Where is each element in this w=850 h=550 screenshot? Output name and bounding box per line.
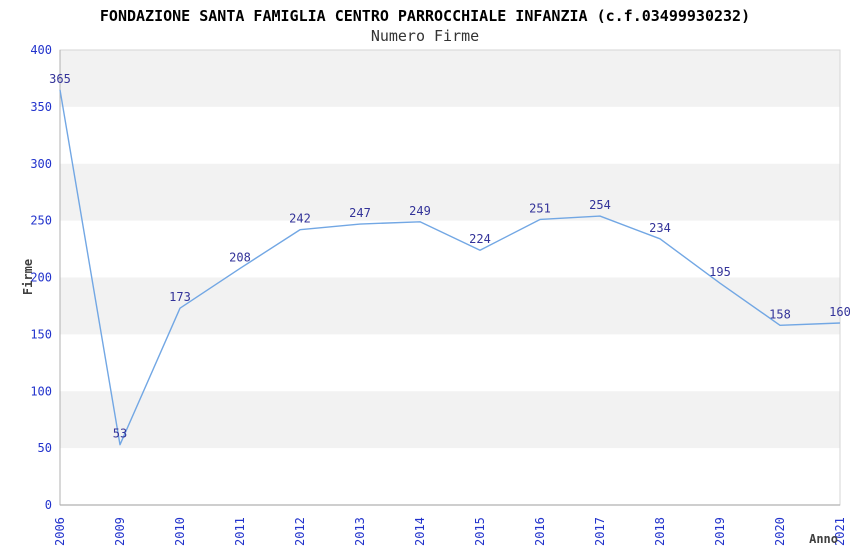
data-point-label: 173 [169, 290, 191, 304]
data-point-label: 365 [49, 72, 71, 86]
y-tick-label: 250 [30, 214, 52, 228]
data-point-label: 224 [469, 232, 491, 246]
data-point-label: 158 [769, 307, 791, 321]
data-point-label: 247 [349, 206, 371, 220]
data-point-label: 254 [589, 198, 611, 212]
data-point-label: 249 [409, 204, 431, 218]
y-tick-label: 200 [30, 271, 52, 285]
x-tick-label: 2019 [713, 517, 727, 546]
y-tick-label: 350 [30, 100, 52, 114]
grid-band [60, 50, 840, 107]
y-tick-label: 300 [30, 157, 52, 171]
x-tick-label: 2012 [293, 517, 307, 546]
y-axis-title: Firme [21, 259, 35, 295]
grid-band [60, 391, 840, 449]
data-point-label: 53 [113, 427, 127, 441]
series-line [59, 89, 841, 446]
x-tick-label: 2020 [773, 517, 787, 546]
data-point-label: 242 [289, 212, 311, 226]
x-axis-title: Anno [809, 532, 838, 546]
x-tick-label: 2015 [473, 517, 487, 546]
x-tick-label: 2018 [653, 517, 667, 546]
x-tick-label: 2009 [113, 517, 127, 546]
x-tick-label: 2016 [533, 517, 547, 546]
data-point-label: 251 [529, 201, 551, 215]
data-point-label: 234 [649, 221, 671, 235]
grid-band [60, 277, 840, 335]
x-tick-label: 2010 [173, 517, 187, 546]
y-tick-label: 0 [45, 498, 52, 512]
data-point-label: 160 [829, 305, 850, 319]
x-tick-label: 2006 [53, 517, 67, 546]
x-tick-label: 2021 [833, 517, 847, 546]
y-tick-label: 150 [30, 327, 52, 341]
y-tick-label: 50 [38, 441, 52, 455]
data-point-label: 195 [709, 265, 731, 279]
x-tick-label: 2017 [593, 517, 607, 546]
data-point-label: 208 [229, 250, 251, 264]
grid-band [60, 163, 840, 221]
y-tick-label: 400 [30, 43, 52, 57]
x-tick-label: 2013 [353, 517, 367, 546]
chart-title: FONDAZIONE SANTA FAMIGLIA CENTRO PARROCC… [99, 7, 751, 25]
y-tick-label: 100 [30, 384, 52, 398]
x-tick-label: 2014 [413, 517, 427, 546]
x-tick-label: 2011 [233, 517, 247, 546]
chart-subtitle: Numero Firme [370, 27, 480, 45]
